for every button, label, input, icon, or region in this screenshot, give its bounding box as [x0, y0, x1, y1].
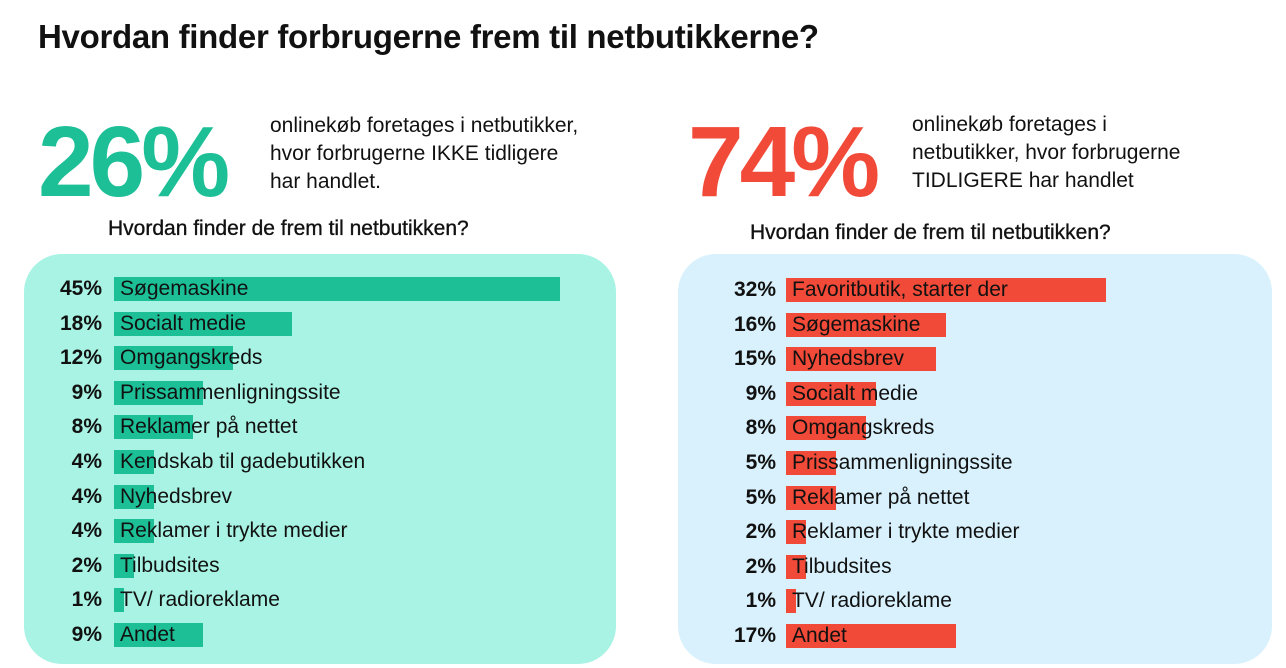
description-right: onlinekøb foretages i netbutikker, hvor … — [912, 113, 1181, 192]
bar-value-label: 9% — [71, 380, 102, 404]
bar-category-label: Favoritbutik, starter der — [792, 278, 1008, 301]
bar — [786, 624, 956, 648]
chart-subheading-right: Hvordan finder de frem til netbutikken? — [750, 221, 1111, 244]
bar-value-label: 2% — [745, 554, 776, 578]
bar-category-label: Reklamer på nettet — [792, 485, 970, 509]
bar — [114, 450, 154, 474]
bar-category-label: Omgangskreds — [120, 346, 263, 370]
bar — [786, 451, 836, 475]
bar-value-label: 4% — [71, 519, 102, 543]
bar — [114, 311, 293, 336]
bar — [114, 623, 204, 647]
bar-value-label: 5% — [745, 451, 776, 474]
bar-value-label: 9% — [745, 381, 776, 405]
bar — [786, 312, 946, 337]
bar-value-label: 16% — [733, 312, 776, 336]
bar-value-label: 32% — [733, 278, 776, 301]
chart-subheading-left: Hvordan finder de frem til netbutikken? — [108, 217, 469, 240]
big-percentage-right: 74% — [688, 106, 880, 218]
bar — [786, 347, 936, 372]
bar — [114, 415, 194, 440]
chart-panel-right: 32% Favoritbutik, starter der 16% Søgemaski… — [678, 254, 1272, 664]
bar-value-label: 5% — [745, 485, 776, 509]
chart-panel-left: 45% Søgemaskine 18% Socialt medie 12% Omgangs… — [24, 254, 616, 664]
bar — [786, 416, 866, 441]
bar — [114, 380, 204, 405]
bar — [114, 553, 134, 578]
bar — [786, 278, 1106, 302]
bar-value-label: 15% — [733, 347, 776, 371]
bar-value-label: 4% — [71, 450, 102, 473]
bar-category-label: Kendskab til gadebutikken — [120, 450, 366, 473]
bar-value-label: 8% — [745, 416, 776, 440]
bar — [786, 589, 796, 614]
bar-value-label: 17% — [733, 624, 776, 647]
bar-category-label: Andet — [120, 623, 175, 646]
bar — [786, 485, 836, 510]
bar — [114, 519, 154, 544]
bar-value-label: 1% — [745, 589, 776, 613]
bar — [114, 346, 233, 371]
bar-category-label: Socialt medie — [792, 381, 919, 405]
description-left: onlinekøb foretages i netbutikker, hvor … — [270, 114, 579, 193]
bar-value-label: 12% — [59, 346, 102, 370]
bar — [786, 554, 806, 579]
bar — [786, 381, 876, 406]
bar-category-label: TV/ radioreklame — [792, 589, 952, 613]
bar-value-label: 2% — [71, 553, 102, 577]
bar-value-label: 8% — [71, 415, 102, 439]
page-title: Hvordan finder forbrugerne frem til netb… — [38, 18, 819, 55]
bar — [114, 588, 124, 613]
bar-category-label: Socialt medie — [120, 311, 247, 335]
bar-value-label: 1% — [71, 588, 102, 612]
bar-category-label: Nyhedsbrev — [120, 484, 233, 508]
bar-category-label: Søgemaskine — [792, 312, 921, 336]
bar — [114, 484, 154, 509]
bar-category-label: Prissammenligningssite — [792, 451, 1013, 474]
bar-category-label: Søgemaskine — [120, 277, 249, 300]
bar-value-label: 45% — [59, 277, 102, 300]
bar-value-label: 2% — [745, 520, 776, 544]
bar-value-label: 9% — [71, 623, 102, 646]
bar-category-label: Reklamer på nettet — [120, 415, 298, 439]
bar-category-label: Reklamer i trykte medier — [120, 519, 348, 543]
bar-value-label: 18% — [59, 311, 102, 335]
bar-value-label: 4% — [71, 484, 102, 508]
bar-category-label: Nyhedsbrev — [792, 347, 905, 371]
bar-category-label: Tilbudsites — [792, 554, 892, 578]
bar-category-label: TV/ radioreklame — [120, 588, 280, 612]
bar-category-label: Andet — [792, 624, 847, 647]
bar-category-label: Prissammenligningssite — [120, 380, 341, 404]
bar-category-label: Tilbudsites — [120, 553, 220, 577]
bar — [114, 277, 560, 301]
big-percentage-left: 26% — [38, 106, 230, 218]
bar-category-label: Reklamer i trykte medier — [792, 520, 1020, 544]
bar — [786, 520, 806, 545]
bar-category-label: Omgangskreds — [792, 416, 935, 440]
